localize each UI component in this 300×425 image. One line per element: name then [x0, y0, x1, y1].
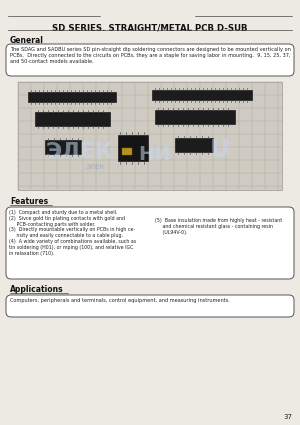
Bar [155, 110, 235, 124]
Bar [122, 148, 132, 155]
Text: Computers, peripherals and terminals, control equipment, and measuring instrumen: Computers, peripherals and terminals, co… [10, 298, 230, 303]
FancyBboxPatch shape [6, 295, 294, 317]
Text: (5)  Base insulation made from highly heat - resistant
     and chemical resista: (5) Base insulation made from highly hea… [155, 218, 282, 235]
Text: НИ: НИ [139, 145, 171, 164]
FancyBboxPatch shape [6, 44, 294, 76]
Text: SD SERIES. STRAIGHT/METAL PCB D-SUB: SD SERIES. STRAIGHT/METAL PCB D-SUB [52, 23, 248, 32]
Text: General: General [10, 36, 44, 45]
Text: ЭЛЕК: ЭЛЕК [46, 142, 114, 162]
Text: 37: 37 [283, 414, 292, 420]
Text: ЭЛЕК: ЭЛЕК [85, 164, 105, 170]
Text: tin soldering (H01), or mping (100), and relative IGC
in relaxation (710).: tin soldering (H01), or mping (100), and… [9, 245, 134, 256]
Bar [45, 140, 81, 154]
Text: Features: Features [10, 197, 48, 206]
Bar [118, 135, 148, 161]
Text: The SDAG and SADBU series SD pin-straight dip soldering connectors are designed : The SDAG and SADBU series SD pin-straigh… [10, 47, 291, 64]
Text: U: U [210, 138, 230, 162]
Bar [35, 112, 110, 126]
Text: (1)  Compact and sturdy due to a metal shell.
(2)  Sivce gold tin plating contac: (1) Compact and sturdy due to a metal sh… [9, 210, 136, 244]
Bar [28, 92, 116, 102]
FancyBboxPatch shape [6, 207, 294, 279]
Bar [18, 82, 282, 190]
Text: Applications: Applications [10, 285, 64, 294]
Bar [175, 138, 213, 152]
Bar [152, 90, 252, 100]
